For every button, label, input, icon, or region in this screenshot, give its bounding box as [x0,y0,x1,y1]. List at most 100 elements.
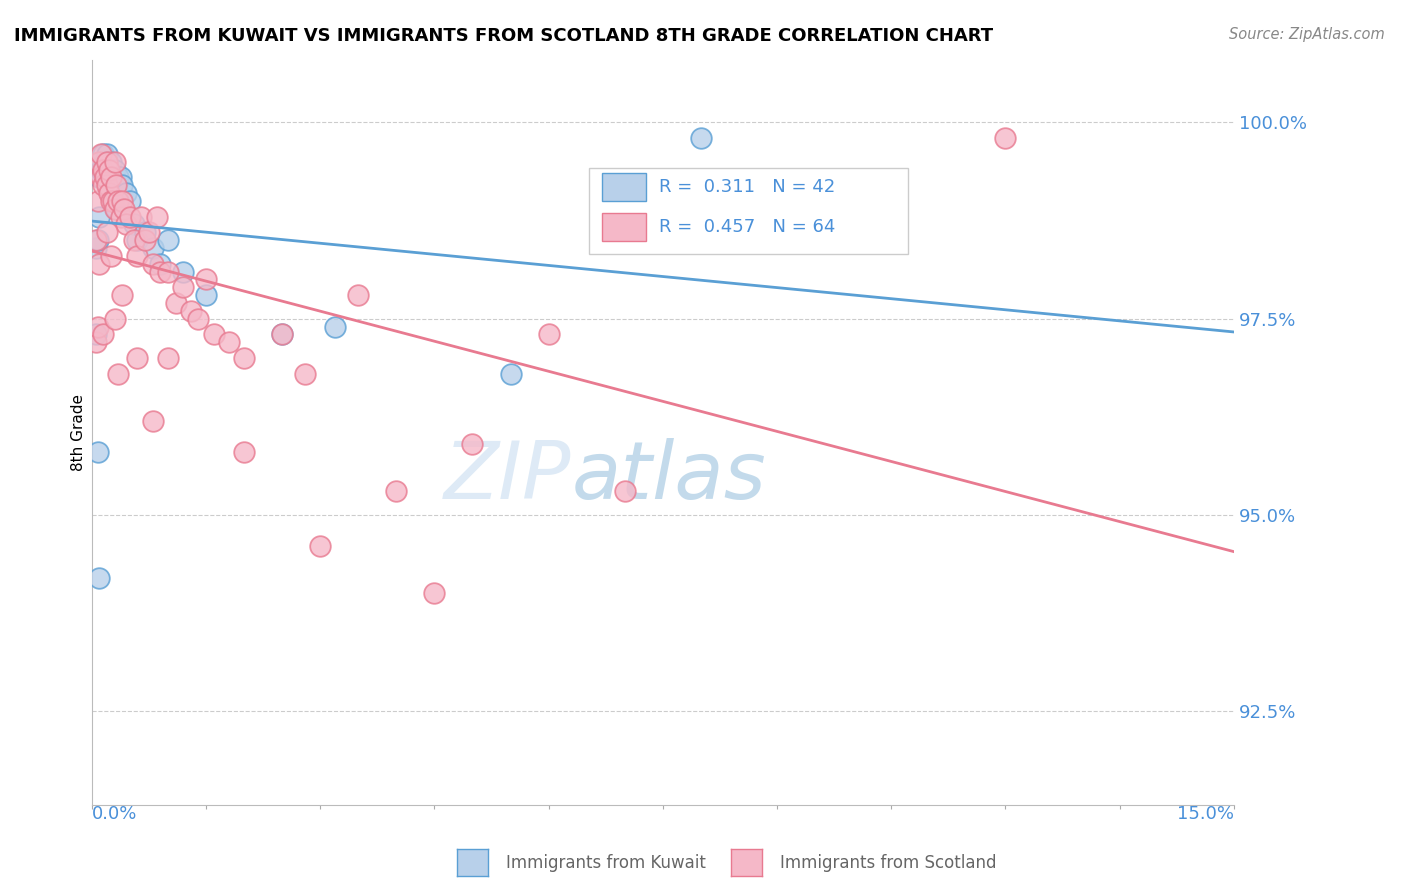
Point [195,272,218,286]
Point [294,367,316,381]
Point [271,327,294,342]
Point [110,210,132,224]
Point [101,178,124,193]
Point [105,178,128,193]
Point [112,202,135,216]
Text: IMMIGRANTS FROM KUWAIT VS IMMIGRANTS FROM SCOTLAND 8TH GRADE CORRELATION CHART: IMMIGRANTS FROM KUWAIT VS IMMIGRANTS FRO… [14,27,993,45]
Point [91,162,114,177]
Point [142,241,165,255]
Point [96,178,118,193]
Point [87,445,110,459]
Point [423,586,446,600]
Point [87,194,110,208]
Text: 15.0%: 15.0% [1177,805,1234,823]
Text: R =  0.457   N = 64: R = 0.457 N = 64 [659,218,835,235]
Point [149,264,172,278]
Point [89,210,111,224]
Point [100,194,122,208]
Text: ZIP: ZIP [444,438,571,516]
Point [90,170,112,185]
Point [96,154,118,169]
Text: Source: ZipAtlas.com: Source: ZipAtlas.com [1229,27,1385,42]
Point [156,264,179,278]
Point [309,540,332,554]
Point [90,154,112,169]
Point [122,233,145,247]
Point [111,288,134,302]
Point [127,351,149,365]
Point [104,162,127,177]
Point [84,327,107,342]
Point [91,178,114,193]
Point [156,351,179,365]
Point [187,311,209,326]
Point [104,311,127,326]
Point [195,288,218,302]
Point [233,445,256,459]
Point [94,170,117,185]
Point [499,367,522,381]
Text: 0.0%: 0.0% [91,805,138,823]
Point [91,146,114,161]
Point [104,154,127,169]
Bar [602,173,645,202]
Point [87,233,110,247]
Point [134,225,156,239]
Point [107,194,129,208]
Point [115,218,138,232]
Point [127,249,149,263]
Point [115,186,138,200]
Point [87,319,110,334]
Text: Immigrants from Kuwait: Immigrants from Kuwait [506,855,706,872]
Point [142,257,165,271]
Point [90,146,112,161]
Point [84,241,107,255]
Point [110,170,132,185]
Point [84,233,107,247]
Point [127,233,149,247]
Point [994,131,1017,145]
Point [111,194,134,208]
Point [107,194,129,208]
Point [100,170,122,185]
Point [233,351,256,365]
Point [94,170,117,185]
Text: R =  0.311   N = 42: R = 0.311 N = 42 [659,178,835,196]
Point [107,170,129,185]
Point [89,154,111,169]
FancyBboxPatch shape [589,168,908,253]
Point [172,264,194,278]
Point [156,233,179,247]
Point [105,202,128,216]
Y-axis label: 8th Grade: 8th Grade [72,394,86,471]
Point [202,327,225,342]
Point [101,194,124,208]
Point [172,280,194,294]
Point [107,367,129,381]
Point [537,327,560,342]
Point [129,210,152,224]
Point [89,571,111,585]
Point [96,154,118,169]
Point [138,225,160,239]
Point [165,296,187,310]
Point [122,218,145,232]
Point [689,131,711,145]
Point [145,210,167,224]
Point [100,170,122,185]
Point [218,335,240,350]
Point [111,178,134,193]
Point [118,194,141,208]
Point [118,210,141,224]
Point [97,162,120,177]
Point [97,162,120,177]
Point [271,327,294,342]
Point [96,225,118,239]
Point [94,154,117,169]
Point [91,327,114,342]
Point [134,233,156,247]
Point [104,202,127,216]
Point [97,178,120,193]
Point [101,194,124,208]
Point [347,288,370,302]
